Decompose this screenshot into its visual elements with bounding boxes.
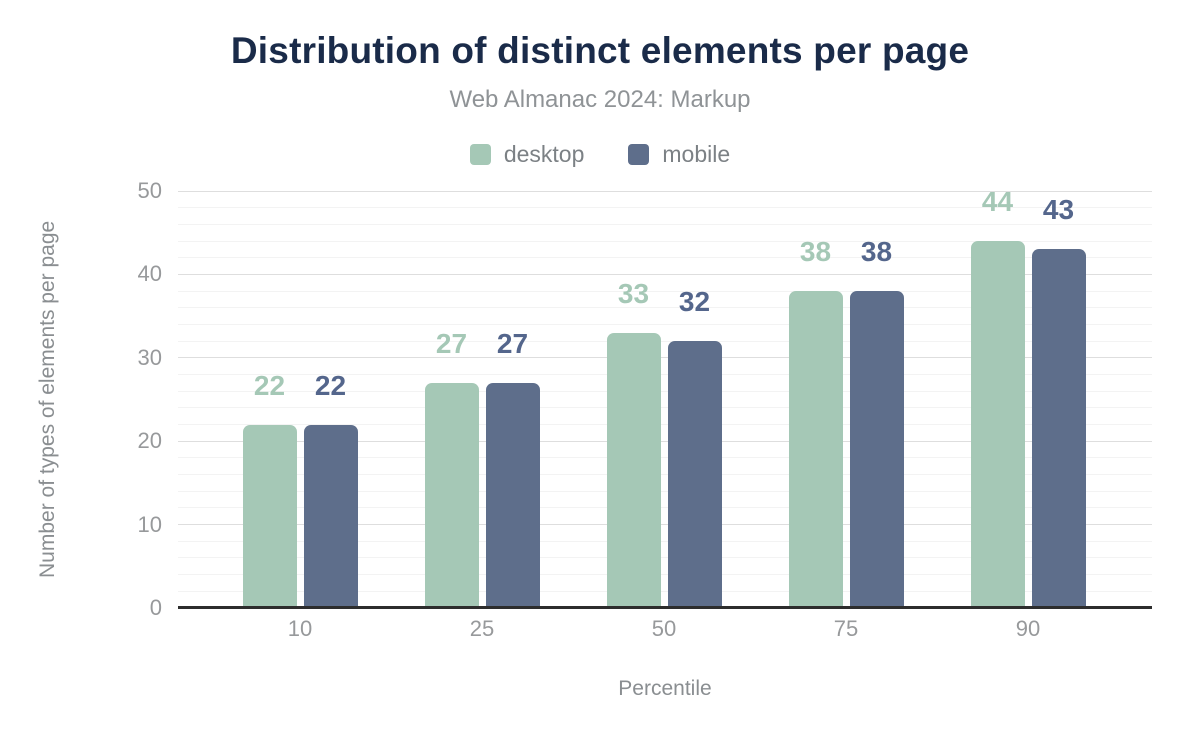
gridline-minor-2 <box>178 590 1152 592</box>
x-tick-25: 25 <box>469 616 495 641</box>
x-tick-10: 10 <box>287 616 313 641</box>
legend-item-mobile: mobile <box>628 141 730 168</box>
bar-label-desktop-90: 44 <box>981 186 1014 218</box>
bar-desktop-10 <box>242 424 297 608</box>
bar-label-desktop-75: 38 <box>799 236 832 268</box>
bar-label-desktop-10: 22 <box>253 369 286 401</box>
chart-title: Distribution of distinct elements per pa… <box>230 30 970 71</box>
gridline-minor-18 <box>178 457 1152 459</box>
bar-desktop-75 <box>788 291 843 608</box>
bar-mobile-25 <box>485 382 540 608</box>
x-axis-title: Percentile <box>618 677 712 700</box>
gridline-minor-14 <box>178 490 1152 492</box>
x-tick-50: 50 <box>651 616 677 641</box>
y-tick-20: 20 <box>137 428 162 454</box>
bar-mobile-90 <box>1031 249 1086 608</box>
gridline-minor-34 <box>178 323 1152 325</box>
gridline-minor-28 <box>178 373 1152 375</box>
gridline-minor-16 <box>178 474 1152 476</box>
bar-label-mobile-10: 22 <box>314 369 347 401</box>
gridline-minor-22 <box>178 424 1152 426</box>
plot-area: 22 22 27 27 33 32 38 38 44 43 <box>178 187 1152 609</box>
gridline-major-40 <box>178 273 1152 275</box>
bar-mobile-10 <box>303 424 358 608</box>
y-tick-30: 30 <box>137 344 162 370</box>
gridline-minor-36 <box>178 307 1152 309</box>
gridline-minor-46 <box>178 223 1152 225</box>
y-axis-title: Number of types of elements per page <box>36 220 59 579</box>
bar-mobile-50 <box>667 341 722 608</box>
x-axis-line <box>178 606 1152 609</box>
gridline-minor-4 <box>178 574 1152 576</box>
chart-subtitle: Web Almanac 2024: Markup <box>449 86 751 113</box>
x-tick-90: 90 <box>1015 616 1041 641</box>
bar-desktop-25 <box>424 382 479 608</box>
gridline-major-30 <box>178 357 1152 359</box>
gridline-major-50 <box>178 190 1152 192</box>
gridline-minor-38 <box>178 290 1152 292</box>
y-tick-50: 50 <box>137 178 162 203</box>
bar-mobile-75 <box>849 291 904 608</box>
y-tick-10: 10 <box>137 511 162 537</box>
bar-label-mobile-90: 43 <box>1042 194 1075 226</box>
gridline-major-10 <box>178 524 1152 526</box>
y-tick-0: 0 <box>149 595 162 620</box>
gridline-major-20 <box>178 440 1152 442</box>
legend-swatch-mobile <box>628 144 650 165</box>
bar-label-mobile-25: 27 <box>496 327 529 359</box>
bar-label-desktop-25: 27 <box>435 327 468 359</box>
gridline-minor-24 <box>178 407 1152 409</box>
bar-label-desktop-50: 33 <box>617 277 650 309</box>
bar-desktop-50 <box>606 332 661 608</box>
x-tick-75: 75 <box>833 616 859 641</box>
gridline-minor-48 <box>178 207 1152 209</box>
legend-swatch-desktop <box>469 144 491 165</box>
gridline-minor-6 <box>178 557 1152 559</box>
gridline-minor-32 <box>178 340 1152 342</box>
bar-label-mobile-75: 38 <box>860 236 893 268</box>
bar-desktop-90 <box>970 241 1025 608</box>
gridline-minor-26 <box>178 390 1152 392</box>
bar-label-mobile-50: 32 <box>678 286 711 318</box>
legend-label-mobile: mobile <box>662 141 731 167</box>
gridline-minor-12 <box>178 507 1152 509</box>
legend-item-desktop: desktop <box>469 141 585 168</box>
gridline-minor-44 <box>178 240 1152 242</box>
legend: desktop mobile <box>0 141 1200 168</box>
gridline-minor-42 <box>178 257 1152 259</box>
legend-label-desktop: desktop <box>503 141 585 167</box>
y-tick-40: 40 <box>137 261 162 287</box>
gridline-minor-8 <box>178 540 1152 542</box>
